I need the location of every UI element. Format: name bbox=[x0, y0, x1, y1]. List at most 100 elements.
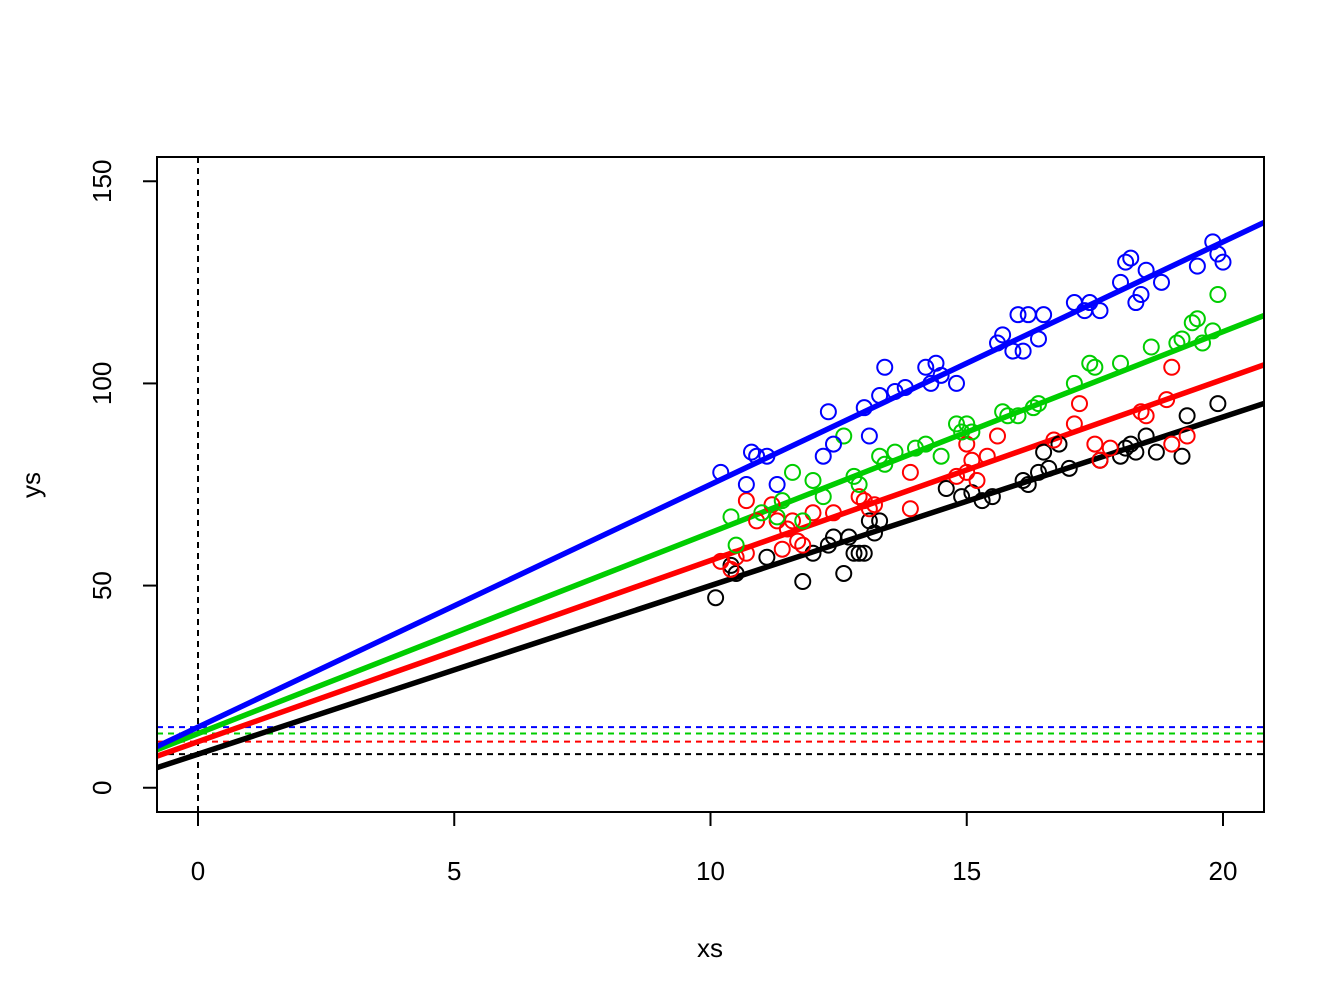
data-point bbox=[1188, 310, 1206, 328]
data-point bbox=[1101, 439, 1119, 457]
data-point bbox=[907, 439, 924, 457]
data-point bbox=[1045, 431, 1063, 449]
data-point bbox=[1153, 273, 1170, 291]
data-point bbox=[1004, 342, 1022, 360]
data-point bbox=[727, 536, 745, 554]
data-point bbox=[1168, 334, 1186, 352]
y-tick-label: 0 bbox=[87, 781, 117, 795]
data-point bbox=[1060, 459, 1078, 477]
y-axis: 0 50 100 150 bbox=[87, 160, 158, 795]
data-point bbox=[1163, 435, 1181, 453]
data-point bbox=[768, 476, 786, 493]
x-axis: 0 5 10 15 20 bbox=[191, 811, 1238, 886]
data-point bbox=[1117, 253, 1135, 271]
data-point bbox=[737, 492, 755, 510]
data-point bbox=[794, 536, 812, 554]
data-point bbox=[1178, 427, 1196, 445]
data-point bbox=[871, 387, 889, 405]
data-point bbox=[901, 463, 919, 481]
data-point bbox=[1112, 273, 1129, 291]
data-point bbox=[1142, 338, 1160, 356]
data-point bbox=[1194, 334, 1211, 352]
data-point bbox=[860, 500, 878, 518]
x-tick-label: 20 bbox=[1209, 856, 1238, 886]
data-point bbox=[1137, 427, 1155, 445]
data-point bbox=[886, 383, 904, 401]
y-tick-label: 50 bbox=[87, 571, 117, 600]
data-point bbox=[937, 480, 955, 498]
data-point bbox=[835, 564, 853, 582]
reference-lines bbox=[157, 157, 1264, 812]
data-point bbox=[773, 492, 791, 510]
data-point bbox=[748, 447, 766, 465]
data-point bbox=[773, 540, 791, 558]
data-point bbox=[825, 504, 842, 522]
regression-line bbox=[157, 400, 1264, 771]
data-point bbox=[932, 366, 950, 384]
data-point bbox=[876, 455, 894, 473]
data-point bbox=[1209, 395, 1227, 413]
data-point bbox=[1112, 354, 1129, 372]
data-point bbox=[994, 326, 1012, 344]
x-tick-label: 5 bbox=[447, 856, 461, 886]
data-point bbox=[896, 378, 914, 396]
data-point bbox=[948, 374, 965, 392]
data-point bbox=[1086, 435, 1104, 453]
data-point bbox=[1178, 407, 1196, 425]
data-point bbox=[1137, 407, 1155, 425]
data-point bbox=[737, 476, 755, 493]
data-point bbox=[1122, 249, 1140, 267]
data-point bbox=[901, 500, 919, 518]
data-point bbox=[1163, 358, 1181, 376]
data-point bbox=[743, 443, 760, 461]
data-point bbox=[1035, 443, 1053, 461]
data-point bbox=[1132, 285, 1150, 303]
data-point bbox=[707, 589, 725, 607]
data-point bbox=[835, 427, 853, 445]
data-point bbox=[825, 435, 842, 453]
data-point bbox=[963, 451, 981, 469]
data-point bbox=[953, 488, 971, 506]
data-point bbox=[948, 467, 965, 485]
data-point bbox=[768, 508, 786, 526]
regression-line bbox=[157, 362, 1264, 759]
data-point bbox=[1086, 358, 1104, 376]
data-point bbox=[784, 463, 801, 481]
data-point bbox=[1204, 322, 1222, 340]
data-point bbox=[978, 447, 996, 465]
data-point bbox=[814, 488, 832, 506]
regression-line bbox=[157, 313, 1264, 753]
data-point bbox=[886, 443, 904, 461]
data-point bbox=[1091, 302, 1109, 320]
data-point bbox=[794, 512, 812, 530]
data-point bbox=[1050, 435, 1068, 453]
data-point bbox=[1030, 330, 1047, 348]
data-point bbox=[845, 544, 863, 562]
data-point bbox=[855, 544, 873, 562]
data-point bbox=[753, 504, 771, 522]
data-point bbox=[1014, 342, 1032, 360]
data-point bbox=[1147, 443, 1165, 461]
data-point bbox=[758, 447, 776, 465]
data-point bbox=[917, 435, 935, 453]
data-point bbox=[963, 423, 981, 441]
data-point bbox=[1009, 407, 1027, 425]
data-point bbox=[1035, 306, 1053, 324]
x-tick-label: 10 bbox=[696, 856, 725, 886]
data-point bbox=[758, 548, 776, 566]
x-tick-label: 15 bbox=[952, 856, 981, 886]
data-point bbox=[1024, 399, 1042, 417]
data-point bbox=[922, 374, 940, 392]
data-point bbox=[1158, 391, 1176, 409]
data-point bbox=[722, 508, 740, 526]
data-point bbox=[1019, 476, 1037, 493]
data-point bbox=[973, 492, 991, 510]
data-point bbox=[983, 488, 1001, 506]
data-point bbox=[804, 544, 822, 562]
data-point bbox=[804, 504, 822, 522]
data-point bbox=[1014, 471, 1032, 489]
data-point bbox=[917, 358, 935, 376]
data-point bbox=[1065, 415, 1083, 433]
data-point bbox=[712, 552, 730, 570]
data-point bbox=[860, 427, 878, 445]
